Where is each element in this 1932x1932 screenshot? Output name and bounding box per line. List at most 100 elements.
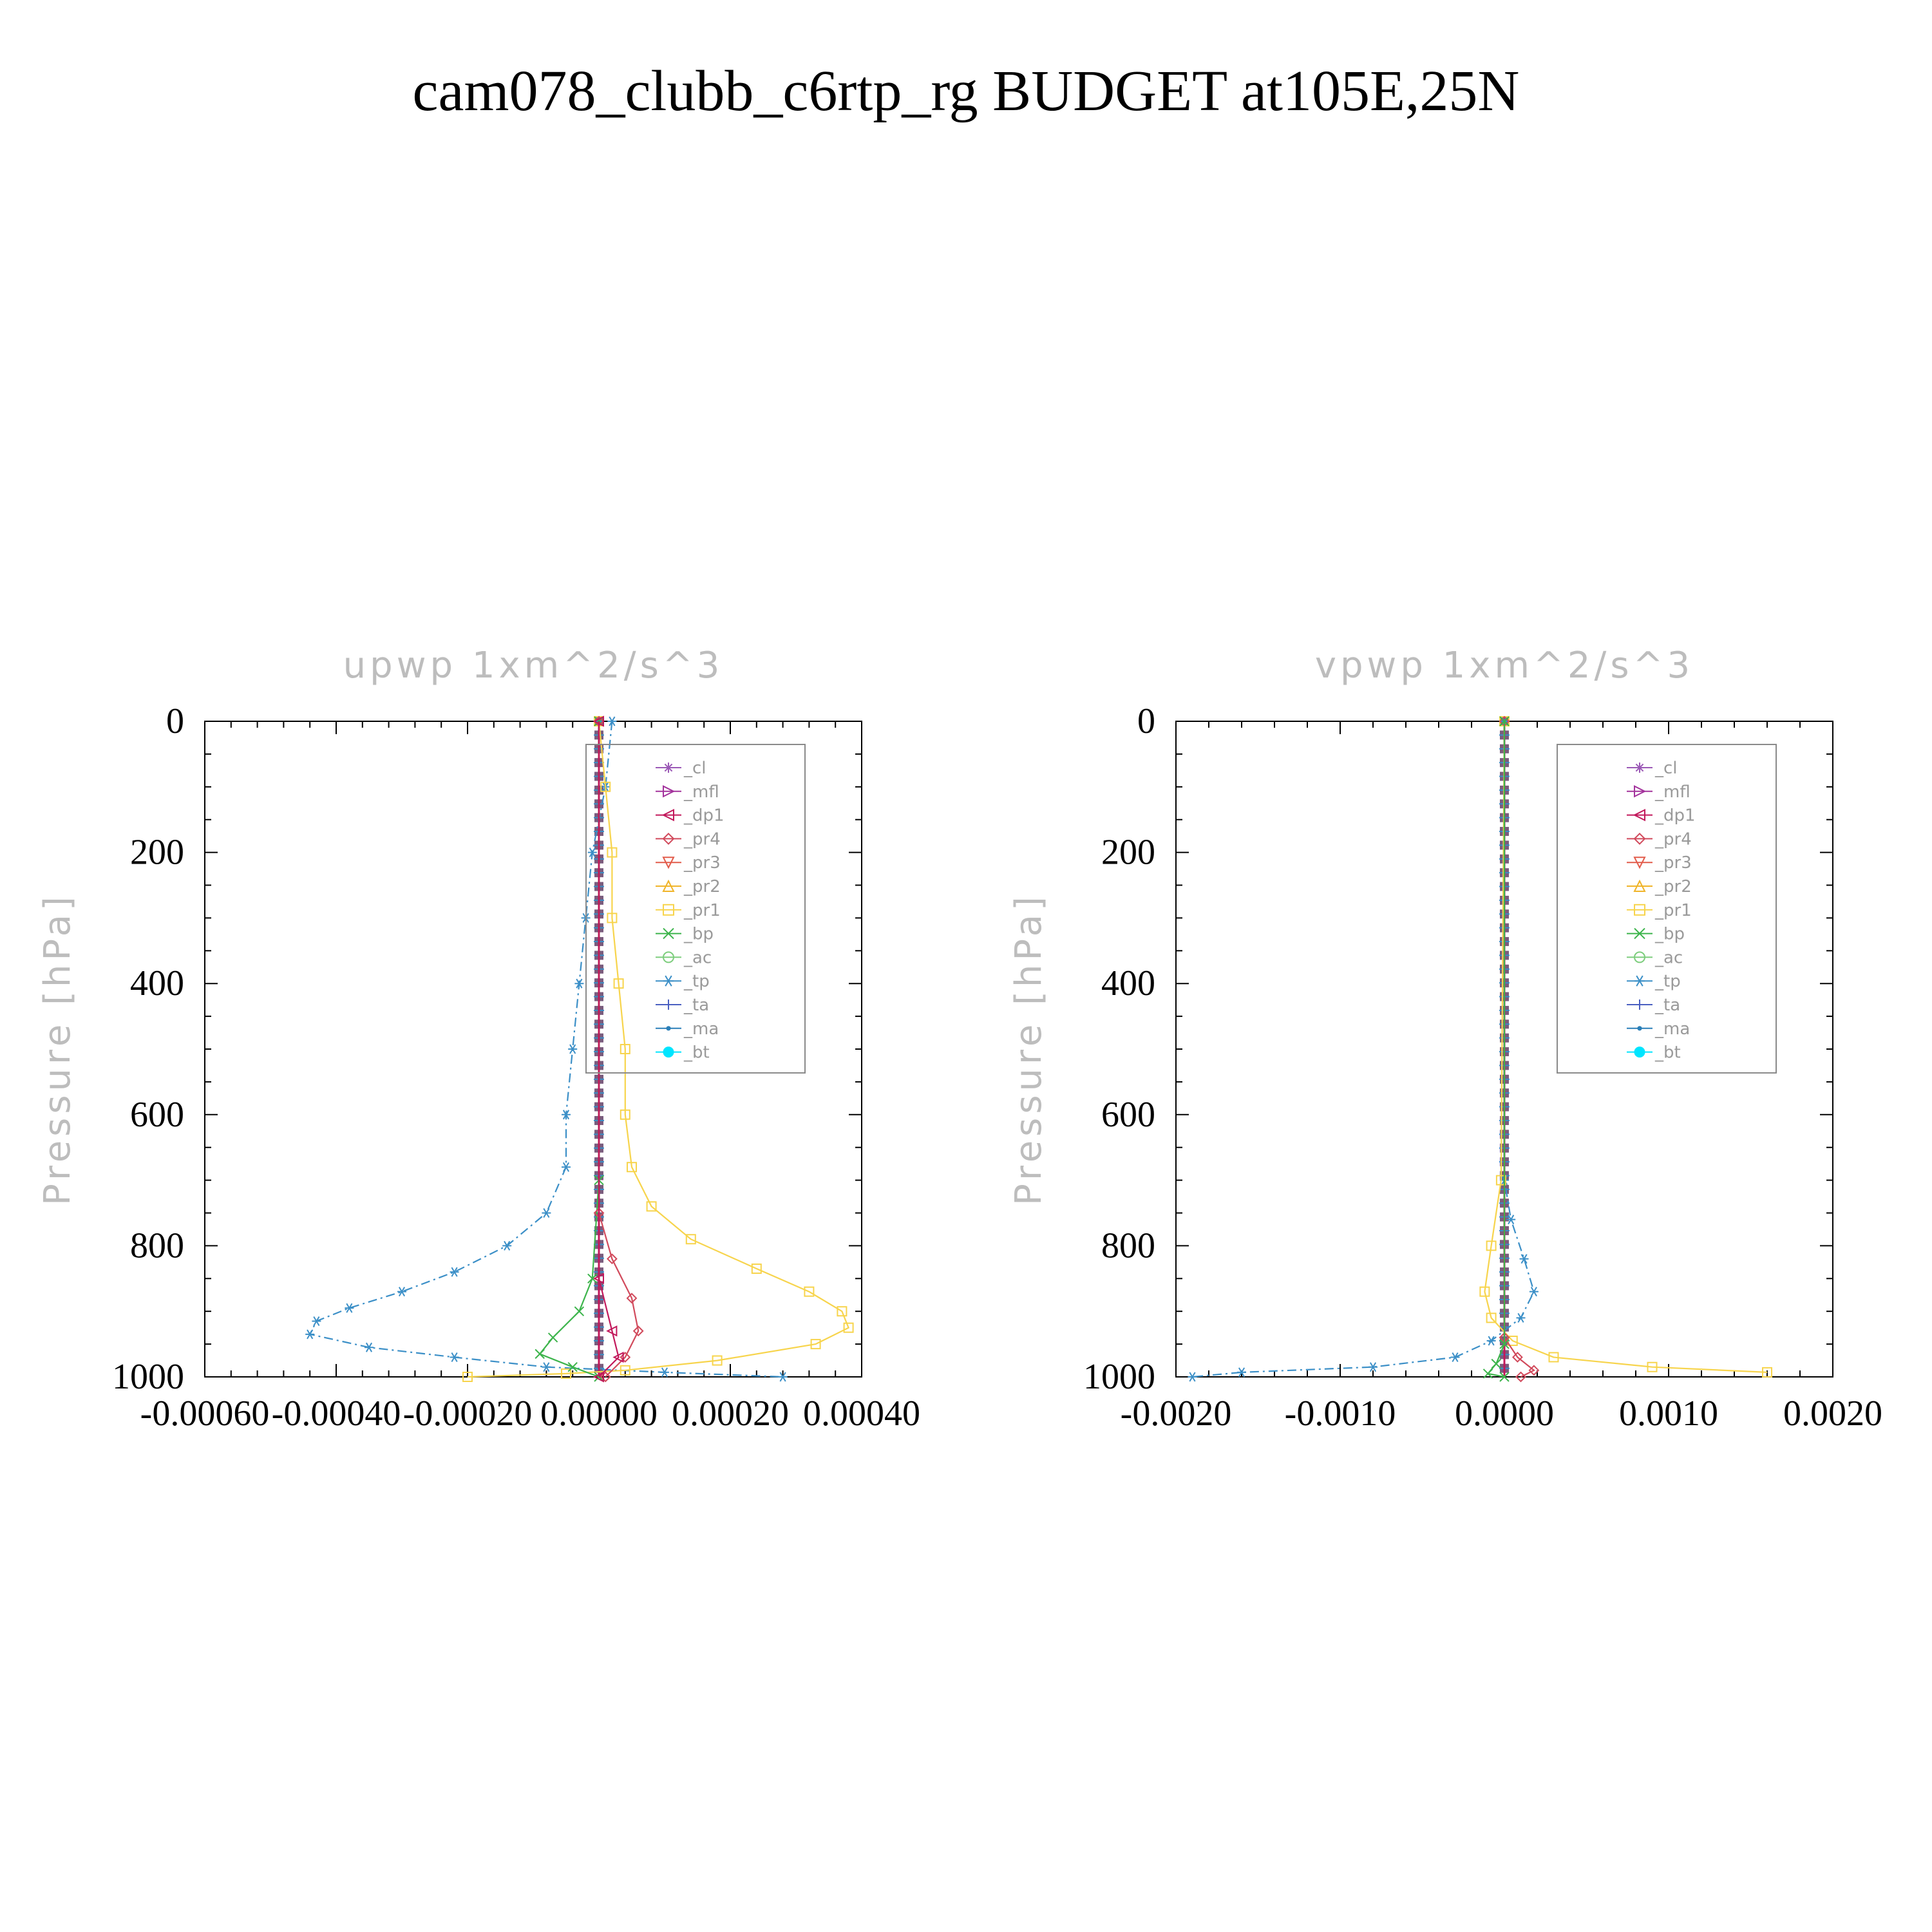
series-line <box>538 721 600 1378</box>
data-point <box>810 1339 821 1350</box>
data-point <box>606 1325 618 1337</box>
legend: _cl _mfl _dp1 _pr4 _pr3 _pr2 _pr1 _bp _ac _tp _ta _… <box>585 744 806 1074</box>
legend-marker <box>1634 762 1645 773</box>
legend-label: _pr4 <box>1654 829 1692 849</box>
legend-label: _bt <box>1654 1043 1681 1063</box>
data-point <box>843 1322 854 1333</box>
data-point <box>1529 1287 1539 1297</box>
legend-item-tp: _tp <box>656 972 710 991</box>
data-point <box>620 1352 631 1363</box>
data-point <box>1486 1240 1497 1251</box>
chart-panel-upwp: upwp 1xm^2/s^3 Pressure [hPa] 0 200 400 600 80… <box>37 645 920 1434</box>
legend-marker <box>1633 832 1646 845</box>
data-point <box>592 715 604 727</box>
legend: _cl _mfl _dp1 _pr4 _pr3 _pr2 _pr1 _bp _ac _tp _ta _… <box>1557 744 1777 1074</box>
legend-item-pr1: _pr1 <box>656 901 721 920</box>
legend-item-pr4: _pr4 <box>656 829 721 849</box>
data-point <box>1516 1312 1526 1323</box>
y-tick-label: 400 <box>130 963 184 1003</box>
x-tick-label: -0.0020 <box>1121 1394 1232 1434</box>
series-bp <box>535 716 604 1382</box>
legend-item-mfl: _mfl <box>656 782 719 802</box>
legend-item-ac: _ac <box>1627 948 1683 967</box>
legend-marker <box>1634 951 1645 963</box>
legend-label: _pr1 <box>683 901 721 920</box>
legend-marker <box>1633 808 1645 822</box>
legend-label: _pr2 <box>1654 877 1692 896</box>
data-point <box>600 1371 611 1383</box>
data-point <box>607 913 618 923</box>
series-line <box>1192 721 1535 1378</box>
legend-label: _ta <box>683 996 709 1015</box>
panel-title: upwp 1xm^2/s^3 <box>343 645 724 687</box>
legend-marker <box>662 879 675 892</box>
legend-label: _dp1 <box>1654 806 1696 826</box>
legend-marker <box>663 762 674 773</box>
legend-label: _tp <box>683 972 710 991</box>
data-point <box>574 1306 585 1316</box>
legend-marker <box>663 975 674 987</box>
y-tick-label: 600 <box>130 1095 184 1135</box>
legend-label: _tp <box>1654 972 1681 991</box>
data-point <box>1479 1286 1490 1297</box>
legend-marker <box>1637 1026 1642 1031</box>
legend-marker <box>1634 927 1645 940</box>
y-tick-label: 200 <box>130 833 184 873</box>
data-point <box>627 1162 637 1173</box>
legend-label: _cl <box>683 759 706 778</box>
legend-label: _bt <box>683 1043 710 1063</box>
data-point <box>345 1303 354 1313</box>
data-point <box>778 1372 788 1382</box>
legend-item-dp1: _dp1 <box>656 806 724 826</box>
data-point <box>535 1349 545 1359</box>
y-axis-label: Pressure [hPa] <box>37 893 79 1206</box>
y-tick-label: 200 <box>1101 833 1155 873</box>
legend-label: _pr2 <box>683 877 721 896</box>
series-tp <box>305 716 788 1382</box>
legend-label: _pr4 <box>683 829 721 849</box>
legend-label: _mfl <box>1654 782 1690 802</box>
data-point <box>1450 1352 1460 1362</box>
legend-marker <box>666 1026 671 1031</box>
data-point <box>1506 1215 1516 1225</box>
legend-item-ac: _ac <box>656 948 712 967</box>
data-point <box>660 1367 669 1378</box>
data-point <box>305 1329 315 1340</box>
data-point <box>620 1109 630 1120</box>
legend-item-dp1: _dp1 <box>1627 806 1696 826</box>
legend-marker <box>661 808 674 822</box>
data-point <box>462 1372 473 1382</box>
data-point <box>1548 1352 1559 1363</box>
data-point <box>1482 1368 1493 1379</box>
data-point <box>685 1234 696 1245</box>
data-point <box>600 781 611 792</box>
panel-title: vpwp 1xm^2/s^3 <box>1315 645 1694 687</box>
legend-box <box>585 744 806 1074</box>
data-point <box>1499 1339 1510 1349</box>
series-bp <box>1482 716 1510 1382</box>
y-tick-label: 600 <box>1101 1095 1155 1135</box>
data-point <box>804 1286 815 1297</box>
legend-item-pr2: _pr2 <box>1627 877 1692 896</box>
legend-item-bp: _bp <box>1627 925 1685 944</box>
legend-marker <box>1633 879 1646 892</box>
plot-frame <box>204 721 862 1378</box>
chart-panel-vpwp: vpwp 1xm^2/s^3 Pressure [hPa] 0 200 400 600 80… <box>1008 645 1882 1434</box>
x-tick-label: 0.00040 <box>803 1394 920 1434</box>
x-tick-label: -0.00020 <box>403 1394 533 1434</box>
y-tick-label: 800 <box>130 1226 184 1265</box>
legend-item-bt: _bt <box>1627 1043 1681 1063</box>
legend-item-bp: _bp <box>656 925 714 944</box>
data-point <box>620 1044 630 1054</box>
x-tick-label: -0.0010 <box>1285 1394 1396 1434</box>
data-point <box>587 1273 598 1284</box>
data-point <box>547 1332 558 1343</box>
legend-marker <box>662 832 675 845</box>
legend-marker <box>1633 857 1646 869</box>
data-point <box>1237 1367 1246 1378</box>
data-point <box>837 1306 848 1317</box>
data-point <box>568 1044 578 1054</box>
data-point <box>1647 1361 1658 1372</box>
data-point <box>592 1371 604 1383</box>
data-point <box>1519 1254 1529 1264</box>
